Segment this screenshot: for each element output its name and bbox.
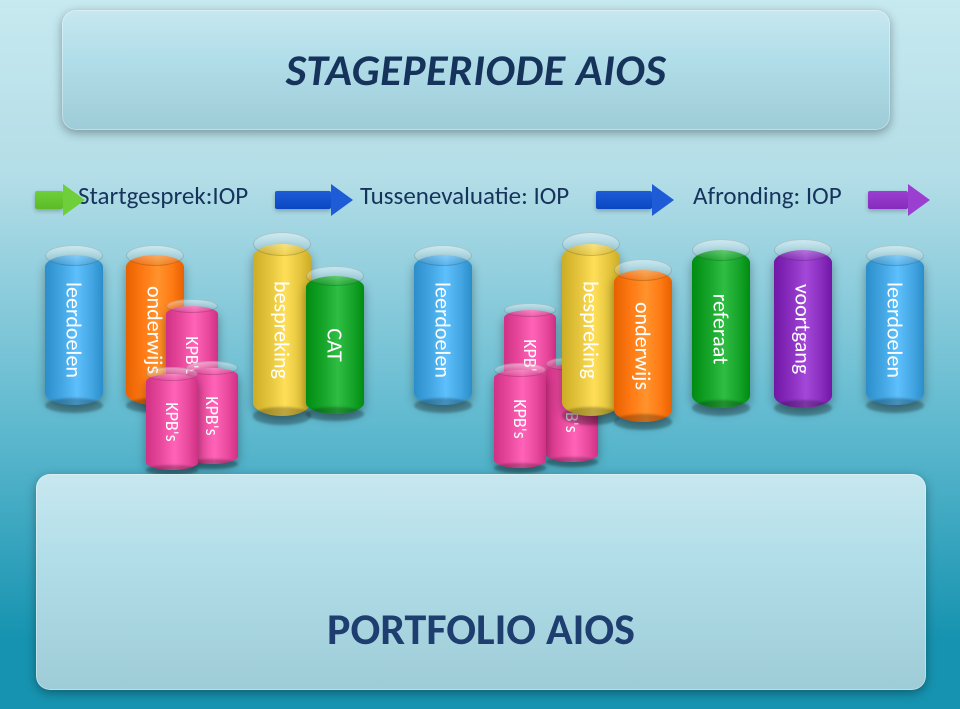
cylinder-kpbs: KPB's [494, 370, 546, 468]
cylinder-label: onderwijs [630, 302, 657, 390]
cylinder-label: voortgang [790, 284, 817, 374]
cylinder-label: leerdoelen [61, 282, 88, 378]
cylinder-cat: CAT [306, 276, 364, 414]
cylinder-bespreking: bespreking [253, 244, 311, 416]
cylinder-referaat: referaat [692, 250, 750, 408]
cylinder-label: CAT [322, 328, 349, 361]
footer-panel: PORTFOLIO AIOS [36, 474, 926, 690]
footer-title: PORTFOLIO AIOS [327, 602, 635, 656]
step-end: Afronding: IOP [693, 180, 842, 211]
step-mid: Tussenevaluatie: IOP [360, 180, 569, 211]
cylinder-onderwijs: onderwijs [614, 270, 672, 422]
cylinder-label: bespreking [269, 281, 296, 379]
flow-arrow [35, 186, 85, 214]
header-title: STAGEPERIODE AIOS [286, 43, 667, 97]
cylinder-label: KPB's [161, 402, 183, 441]
flow-arrow [596, 186, 674, 214]
cylinder-label: KPB's [509, 399, 531, 438]
flow-arrow [868, 186, 930, 214]
step-start: Startgesprek:IOP [78, 180, 248, 211]
cylinder-label: KPB's [201, 396, 223, 435]
cylinder-kpbs: KPB's [146, 374, 198, 470]
cylinder-voortgang: voortgang [774, 250, 832, 408]
cylinder-leerdoelen: leerdoelen [866, 255, 924, 405]
cylinder-label: bespreking [578, 281, 605, 379]
cylinder-leerdoelen: leerdoelen [414, 255, 472, 405]
cylinder-label: leerdoelen [430, 282, 457, 378]
cylinder-leerdoelen: leerdoelen [45, 255, 103, 405]
cylinder-bespreking: bespreking [562, 244, 620, 416]
header-panel: STAGEPERIODE AIOS [62, 10, 890, 130]
cylinder-label: referaat [708, 294, 735, 365]
flow-arrow [275, 186, 353, 214]
cylinder-label: leerdoelen [882, 282, 909, 378]
cylinder-label: onderwijs [142, 286, 169, 374]
